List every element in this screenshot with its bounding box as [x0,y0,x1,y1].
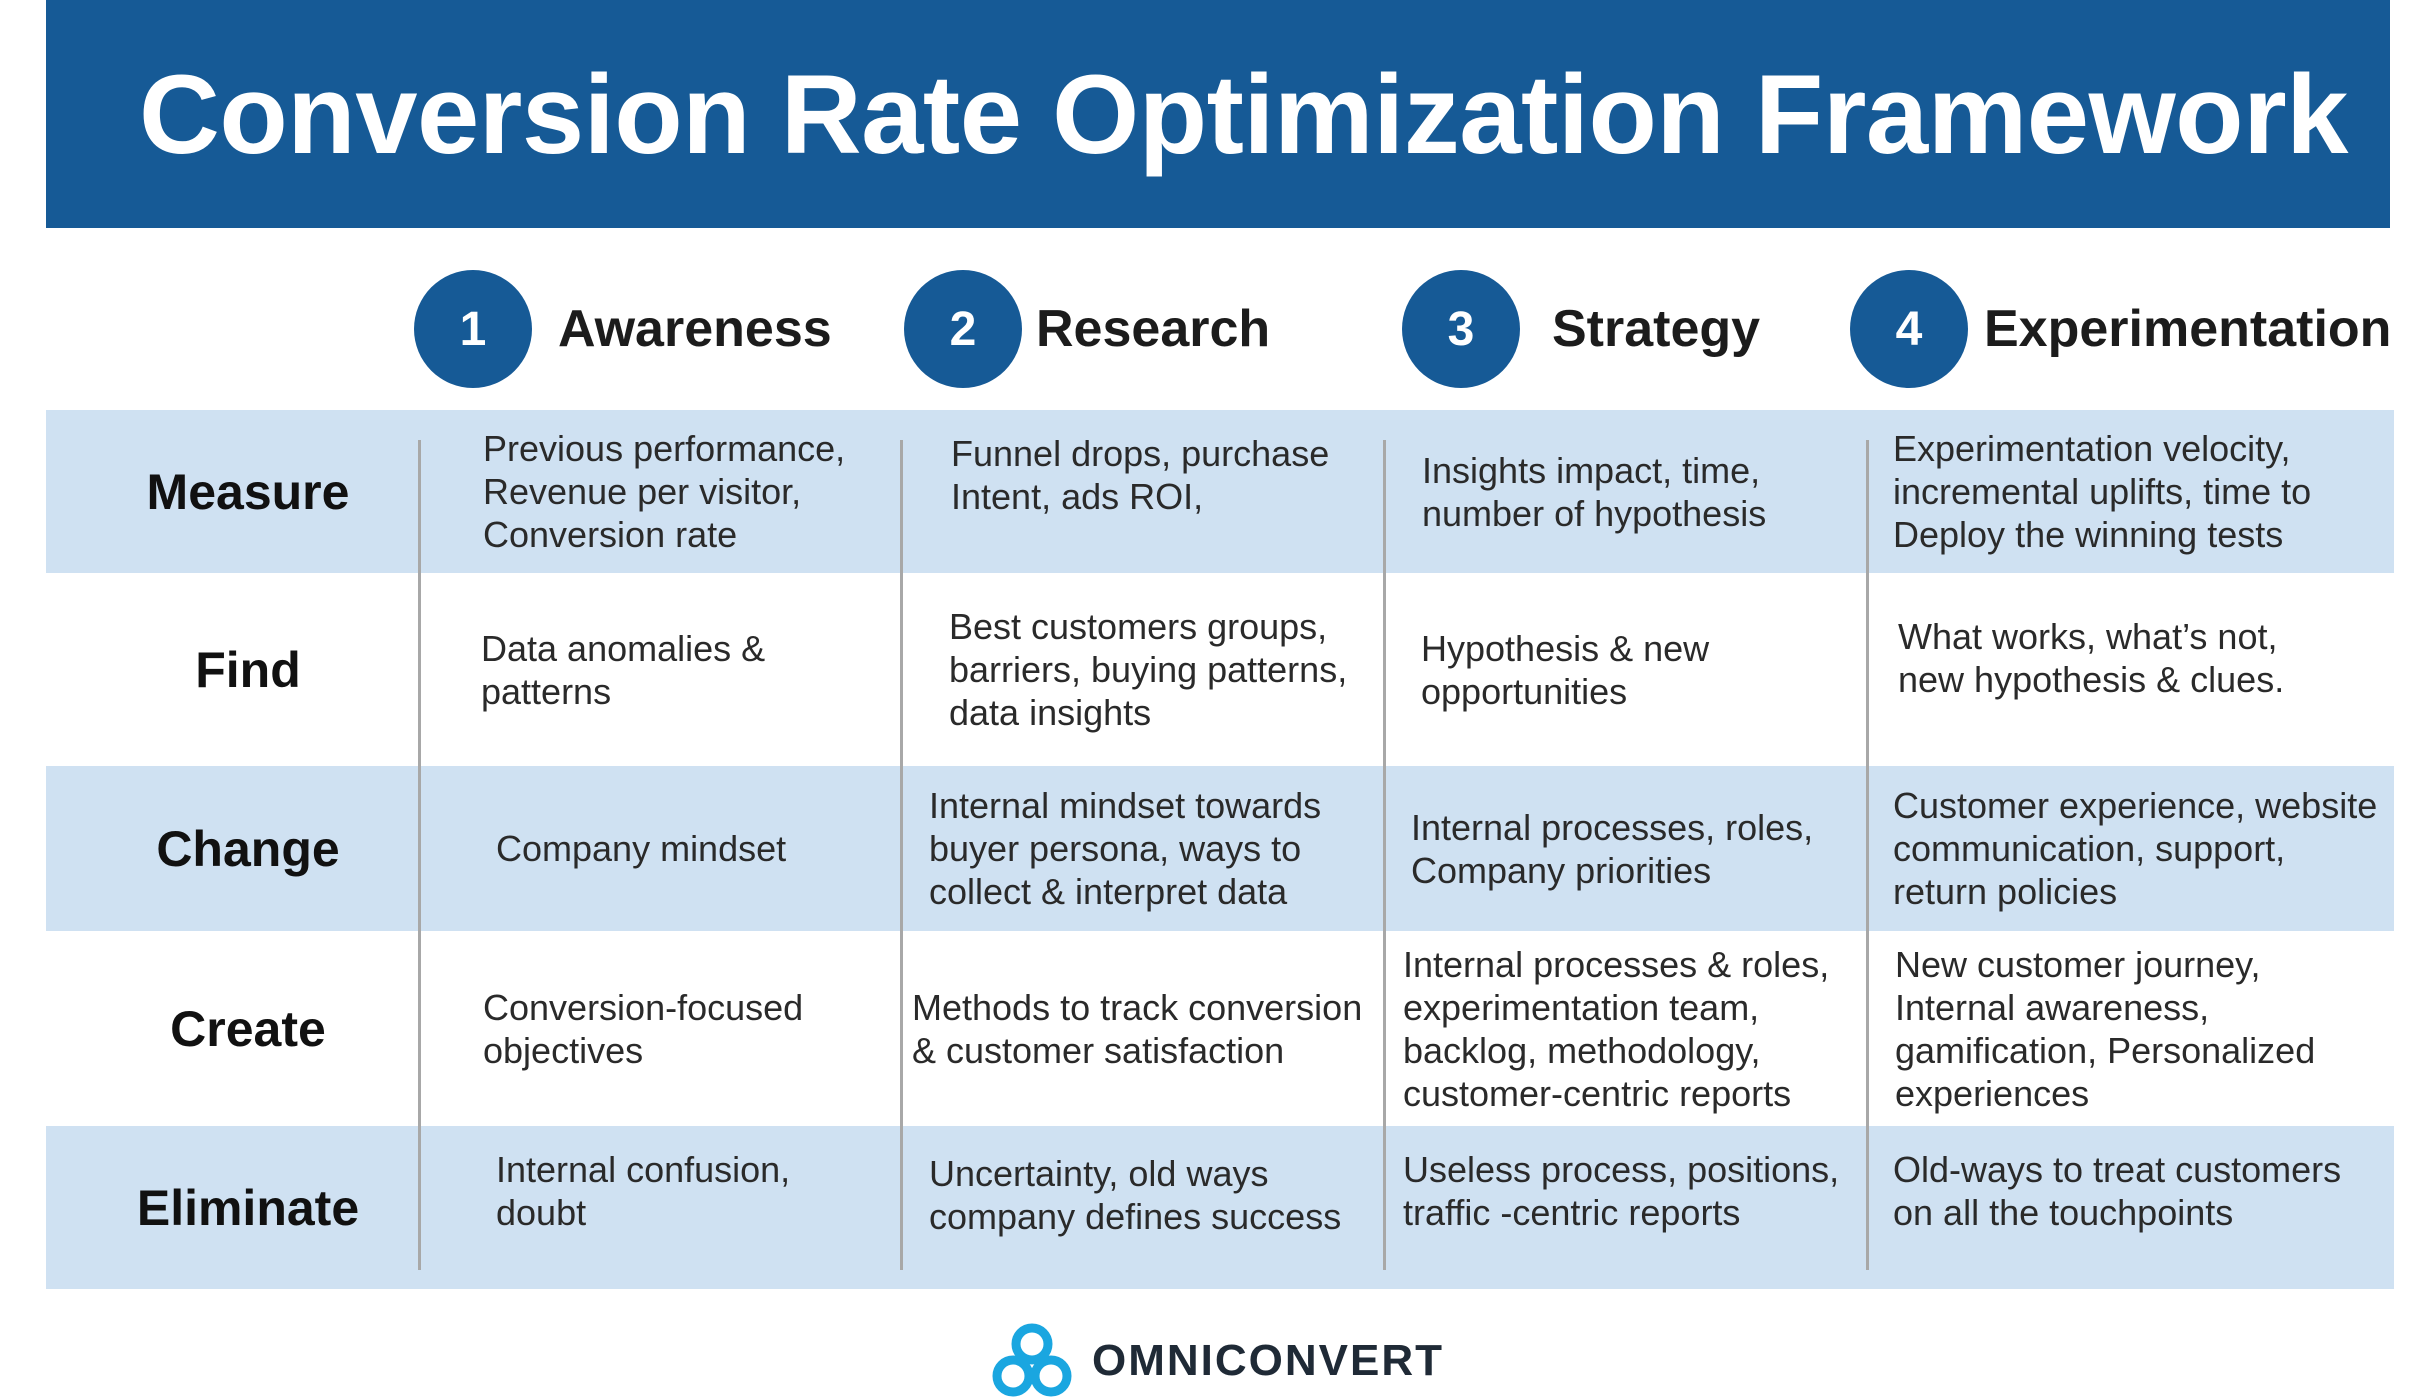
row-measure: Measure Previous performance, Revenue pe… [46,410,2394,573]
stage-label: Awareness [558,300,832,358]
row-eliminate: Eliminate Internal confusion, doubt Unce… [46,1126,2394,1289]
row-change: Change Company mindset Internal mindset … [46,766,2394,931]
title-banner: Conversion Rate Optimization Framework [46,0,2390,228]
cell-measure-research: Funnel drops, purchase Intent, ads ROI, [951,433,1330,517]
stage-research: 2 Research [904,265,1270,393]
column-divider [900,440,903,1270]
cell-find-experimentation: What works, what’s not, new hypothesis &… [1898,616,2285,700]
cell-change-awareness: Company mindset [496,828,787,869]
stage-strategy: 3 Strategy [1402,265,1760,393]
stage-label: Strategy [1552,300,1761,358]
stage-label: Experimentation [1984,300,2392,358]
row-label: Measure [146,463,350,520]
cell-measure-awareness: Previous performance, Revenue per visito… [483,428,846,555]
stage-label: Research [1036,300,1271,358]
logo-text: OMNICONVERT [1092,1336,1444,1385]
stage-awareness: 1 Awareness [414,265,832,393]
cell-eliminate-research: Uncertainty, old ways company defines su… [929,1153,1342,1237]
stage-number-badge: 2 [904,270,1022,388]
cell-create-research: Methods to track conversion & customer s… [912,986,1363,1071]
row-label: Eliminate [136,1179,360,1236]
omniconvert-logo-icon [992,1323,1072,1397]
cell-create-experimentation: New customer journey, Internal awareness… [1895,943,2316,1114]
cell-change-experimentation: Customer experience, website communicati… [1893,785,2378,912]
framework-grid: Measure Previous performance, Revenue pe… [46,410,2394,1289]
cell-find-research: Best customers groups, barriers, buying … [949,606,1348,733]
column-divider [1866,440,1869,1270]
cell-eliminate-experimentation: Old-ways to treat customers on all the t… [1893,1149,2342,1233]
cell-measure-strategy: Insights impact, time, number of hypothe… [1422,449,1767,534]
cell-eliminate-strategy: Useless process, positions, traffic -cen… [1403,1149,1840,1233]
stage-number-badge: 1 [414,270,532,388]
row-find: Find Data anomalies & patterns Best cust… [46,573,2394,766]
stage-number-badge: 4 [1850,270,1968,388]
column-divider [418,440,421,1270]
row-label: Find [195,641,301,698]
row-create: Create Conversion-focused objectives Met… [46,931,2394,1126]
stage-experimentation: 4 Experimentation [1850,265,2391,393]
row-label: Change [156,820,340,877]
cell-find-strategy: Hypothesis & new opportunities [1421,627,1710,712]
cell-measure-experimentation: Experimentation velocity, incremental up… [1893,428,2312,555]
cell-create-strategy: Internal processes & roles, experimentat… [1403,943,1830,1114]
column-divider [1383,440,1386,1270]
cell-change-research: Internal mindset towards buyer persona, … [929,785,1322,912]
cell-create-awareness: Conversion-focused objectives [483,986,804,1071]
stage-header-row: 1 Awareness 2 Research 3 Strategy 4 Expe… [0,265,2433,393]
stage-number-badge: 3 [1402,270,1520,388]
omniconvert-logo: OMNICONVERT [990,1322,1444,1400]
cell-change-strategy: Internal processes, roles, Company prior… [1411,806,1814,891]
row-label: Create [170,1000,326,1057]
cell-eliminate-awareness: Internal confusion, doubt [496,1149,791,1233]
cell-find-awareness: Data anomalies & patterns [481,627,766,712]
page-title: Conversion Rate Optimization Framework [139,51,2348,177]
